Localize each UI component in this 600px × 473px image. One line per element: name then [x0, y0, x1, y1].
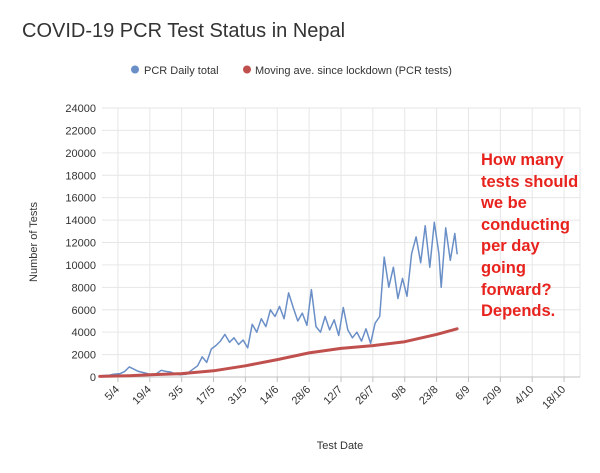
y-tick-label: 8000: [72, 282, 96, 294]
x-tick-label: 28/6: [290, 384, 314, 408]
annotation-text: How many tests should we be conducting p…: [481, 151, 579, 321]
legend-marker-moving-average: [243, 65, 251, 74]
x-tick-label: 23/8: [417, 384, 441, 408]
y-tick-label: 14000: [65, 215, 96, 227]
y-tick-label: 12000: [65, 238, 96, 250]
x-tick-label: 18/10: [540, 384, 568, 412]
y-axis-ticks: 0 2000 4000 6000 8000 10000 12000 14000 16000 180…: [65, 103, 96, 384]
y-tick-label: 2000: [72, 350, 96, 362]
series-line-daily[interactable]: [98, 221, 458, 377]
x-tick-label: 26/7: [353, 384, 377, 408]
y-tick-label: 16000: [65, 193, 96, 205]
y-tick-label: 24000: [65, 103, 96, 115]
x-tick-label: 19/4: [130, 384, 154, 408]
x-tick-label: 4/10: [513, 384, 537, 408]
legend-marker-daily: [131, 65, 139, 74]
gridlines: [102, 107, 581, 377]
series-line-moving-average[interactable]: [98, 327, 459, 378]
y-tick-label: 18000: [65, 170, 96, 182]
legend-item-daily[interactable]: PCR Daily total: [131, 65, 219, 77]
x-tick-label: 14/6: [258, 384, 282, 408]
y-tick-label: 0: [90, 372, 96, 384]
x-tick-label: 17/5: [194, 384, 218, 408]
x-axis-title: Test Date: [317, 440, 363, 452]
x-tick-label: 3/5: [166, 384, 185, 403]
legend-label-moving-average: Moving ave. since lockdown (PCR tests): [255, 65, 452, 77]
legend: PCR Daily total Moving ave. since lockdo…: [131, 65, 452, 77]
x-tick-label: 9/8: [390, 384, 409, 403]
y-tick-label: 22000: [65, 125, 96, 137]
x-axis-ticks: 5/4 19/4 3/5 17/5 31/5 14/6 28/6 12/7 26/7 9/8 23/…: [102, 376, 580, 412]
y-tick-label: 10000: [65, 260, 96, 272]
x-tick-label: 31/5: [226, 384, 250, 408]
x-tick-label: 5/4: [103, 384, 122, 403]
y-tick-label: 20000: [65, 148, 96, 160]
legend-label-daily: PCR Daily total: [144, 65, 219, 77]
x-tick-label: 12/7: [321, 384, 345, 408]
legend-item-moving-average[interactable]: Moving ave. since lockdown (PCR tests): [243, 65, 452, 77]
x-tick-label: 6/9: [453, 384, 472, 403]
y-tick-label: 4000: [72, 327, 96, 339]
series-layer: [98, 221, 459, 378]
y-axis-title: Number of Tests: [28, 202, 40, 282]
y-tick-label: 6000: [72, 305, 96, 317]
chart-title: COVID-19 PCR Test Status in Nepal: [22, 20, 346, 42]
x-tick-label: 20/9: [481, 384, 505, 408]
